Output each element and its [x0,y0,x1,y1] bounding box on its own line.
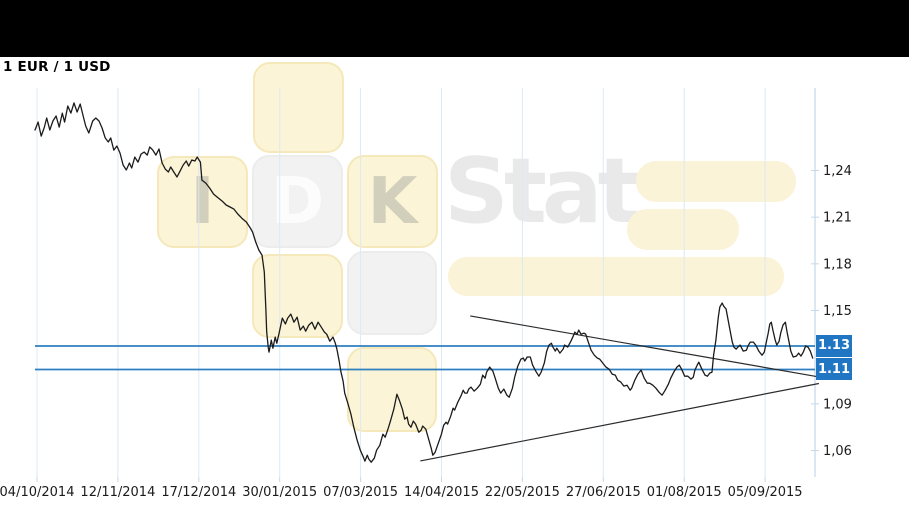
x-axis-label: 14/04/2015 [404,485,479,500]
watermark-bar-3 [448,257,784,296]
y-axis-label: 1,18 [823,257,852,272]
y-axis-label: 1,15 [823,304,852,319]
price-level-tag-113: 1.13 [816,334,852,357]
watermark-tile-blank-right [347,251,437,335]
x-axis-label: 30/01/2015 [242,485,317,500]
watermark-letter-k: K [367,164,418,239]
x-axis-label: 22/05/2015 [485,485,560,500]
price-level-tag-111: 1.11 [816,358,852,381]
top-black-bar [0,0,909,57]
watermark-tile-letter-i: I [157,156,248,248]
descending-resistance-trendline [470,315,820,378]
watermark-word: Stat [444,139,641,244]
x-axis-label: 05/09/2015 [728,485,803,500]
ascending-support-trendline [420,382,820,462]
watermark-tile-blank-top [253,62,344,153]
x-axis-label: 07/03/2015 [323,485,398,500]
watermark-tile-letter-k: K [347,155,438,248]
watermark-bar-1 [636,161,796,202]
price-series-line [34,102,814,463]
y-axis-label: 1,09 [823,397,852,412]
x-axis-label: 17/12/2014 [161,485,236,500]
x-axis-label: 01/08/2015 [647,485,722,500]
x-axis-label: 12/11/2014 [80,485,155,500]
y-axis-label: 1,21 [823,211,852,226]
y-axis-label: 1,24 [823,164,852,179]
x-axis-label: 27/06/2015 [566,485,641,500]
watermark-letter-i: I [190,165,215,239]
watermark-tile-blank-mid [252,254,343,338]
watermark-bar-2 [627,209,739,250]
x-axis-label: 04/10/2014 [0,485,74,500]
page-title: 1 EUR / 1 USD [3,59,111,75]
y-axis-label: 1,06 [823,444,852,459]
